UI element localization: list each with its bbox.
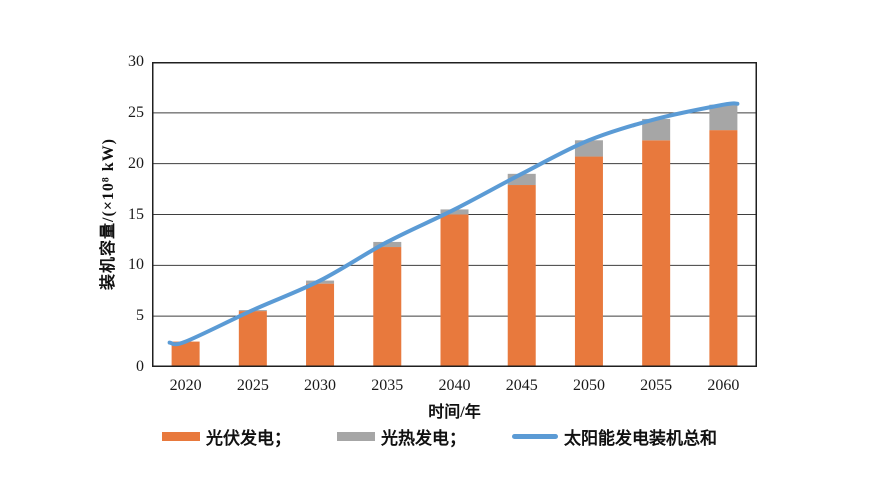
pv-bar (238, 311, 267, 367)
pv-bar (306, 283, 335, 367)
legend: 光伏发电； 光热发电； 太阳能发电装机总和 (0, 424, 879, 449)
x-tick-label: 2055 (640, 377, 673, 394)
pv-bar-swatch-icon (162, 432, 200, 441)
legend-label-csp: 光热发电； (381, 429, 466, 448)
y-tick-label: 30 (128, 53, 144, 70)
legend-label-pv: 光伏发电； (206, 429, 291, 448)
y-tick-label: 20 (128, 154, 144, 172)
csp-bar-segment (507, 173, 536, 186)
pv-bar (373, 247, 402, 367)
csp-bar-segment (373, 241, 402, 248)
x-tick-label: 2050 (572, 377, 605, 394)
x-axis-title: 时间/年 (428, 404, 481, 421)
csp-bar-segment (440, 209, 469, 215)
pv-bar (507, 185, 536, 367)
y-tick-label: 5 (136, 307, 144, 325)
plot-area (152, 62, 757, 367)
x-tick-label: 2060 (707, 377, 740, 394)
legend-item-csp: 光热发电； (337, 424, 466, 449)
y-tick-label: 10 (128, 256, 144, 274)
legend-item-total: 太阳能发电装机总和 (512, 424, 717, 449)
x-tick-label: 2030 (304, 377, 337, 394)
pv-bar (709, 130, 738, 367)
legend-label-total: 太阳能发电装机总和 (564, 429, 717, 448)
x-tick-label: 2035 (371, 377, 404, 394)
x-tick-label: 2040 (438, 377, 471, 394)
x-tick-label: 2020 (169, 377, 202, 394)
plot-canvas (152, 62, 757, 367)
pv-bar (574, 156, 603, 367)
y-tick-label: 15 (128, 205, 144, 223)
x-tick-label: 2045 (505, 377, 538, 394)
x-tick-label: 2025 (236, 377, 269, 394)
total-line-swatch-icon (512, 434, 558, 439)
y-tick-label: 0 (136, 358, 144, 375)
legend-item-pv: 光伏发电； (162, 424, 291, 449)
pv-bar (440, 214, 469, 367)
csp-bar-swatch-icon (337, 432, 375, 441)
pv-bar (642, 140, 671, 367)
total-line (167, 101, 740, 347)
csp-bar-segment (642, 118, 671, 141)
csp-bar-segment (709, 104, 738, 131)
y-tick-label: 25 (128, 103, 144, 121)
